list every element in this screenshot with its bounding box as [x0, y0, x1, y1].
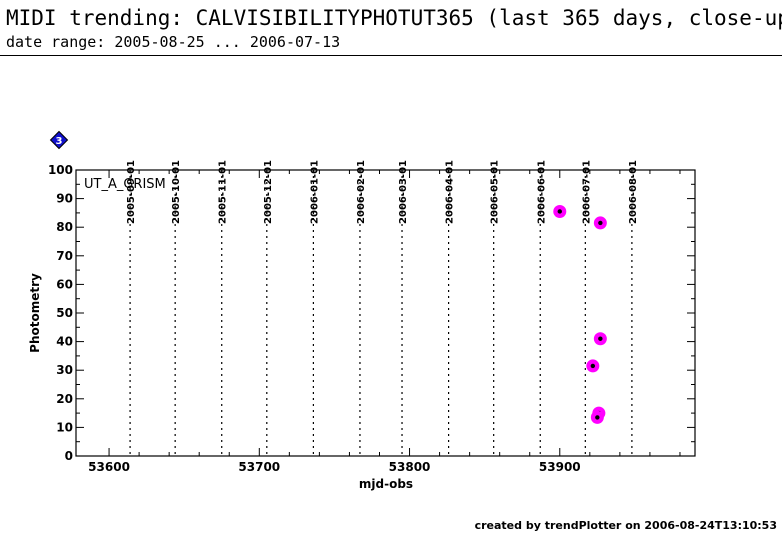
series-annotation: UT_A_GRISM [84, 177, 166, 192]
date-label: 2005-12-01 [263, 160, 274, 224]
y-tick-label: 100 [48, 163, 73, 177]
marker-badge: 3 [49, 130, 69, 150]
axis-ticks-group: 0 10 20 30 40 50 60 70 80 90 100 53600 53700 53800 539… [48, 163, 695, 474]
x-tick-label: 53900 [539, 460, 581, 474]
data-point-center [595, 415, 600, 420]
y-axis-label: Photometry [28, 273, 42, 353]
y-tick-label: 80 [56, 220, 73, 234]
y-tick-label: 30 [56, 363, 73, 377]
header-divider [0, 55, 782, 56]
date-label: 2006-05-01 [490, 160, 501, 224]
x-tick-label: 53800 [389, 460, 431, 474]
badge-count: 3 [56, 136, 63, 147]
data-point-center [557, 209, 562, 214]
date-label: 2005-09-01 [126, 160, 137, 224]
y-tick-label: 60 [56, 277, 73, 291]
y-tick-label: 70 [56, 249, 73, 263]
x-tick-label: 53700 [238, 460, 280, 474]
data-point-center [590, 363, 596, 369]
date-label: 2006-08-01 [628, 160, 639, 224]
chart-title: MIDI trending: CALVISIBILITYPHOTUT365 (l… [6, 6, 782, 30]
data-point-center [598, 220, 603, 226]
date-label: 2005-10-01 [171, 160, 182, 224]
date-range-subtitle: date range: 2005-08-25 ... 2006-07-13 [6, 33, 341, 51]
x-tick-label: 53600 [88, 460, 130, 474]
y-tick-label: 0 [65, 449, 73, 463]
y-tick-label: 50 [56, 306, 73, 320]
y-tick-label: 10 [56, 420, 73, 434]
badge-diamond [49, 130, 69, 150]
date-label: 2006-02-01 [356, 160, 367, 224]
y-tick-label: 20 [56, 392, 73, 406]
y-tick-label: 90 [56, 192, 73, 206]
date-label: 2006-03-01 [398, 160, 409, 224]
data-points-group [553, 204, 607, 424]
date-label: 2006-07-01 [581, 160, 592, 224]
date-label: 2006-06-01 [536, 160, 547, 224]
date-lines-group: 2005-09-01 2005-10-01 2005-11-01 2005-12-01… [126, 160, 639, 456]
y-tick-label: 40 [56, 335, 73, 349]
data-point-center [598, 336, 603, 341]
footer-credit: created by trendPlotter on 2006-08-24T13… [474, 519, 777, 532]
x-axis-label: mjd-obs [359, 477, 413, 491]
date-label: 2006-01-01 [309, 160, 320, 224]
date-label: 2005-11-01 [218, 160, 229, 224]
date-label: 2006-04-01 [445, 160, 456, 224]
